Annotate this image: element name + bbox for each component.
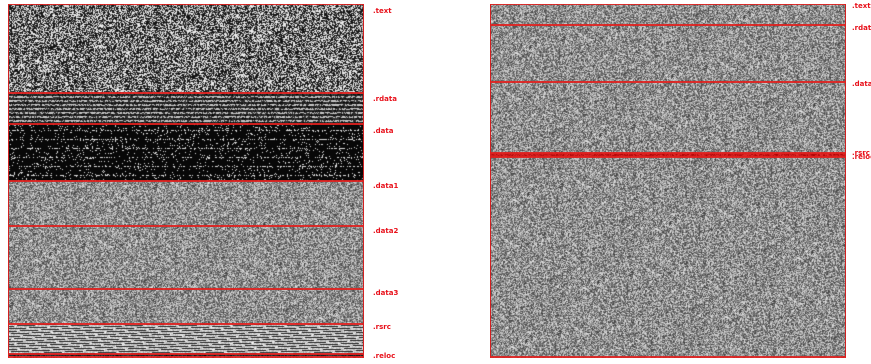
left-label-data1: .data1 (373, 182, 399, 190)
right-label-reloc: .reloc (852, 153, 871, 161)
section-boundary-line (490, 24, 846, 26)
section-boundary-line (8, 225, 364, 227)
left-label-rdata: .rdata (373, 95, 397, 103)
section-boundary-line (8, 353, 364, 355)
section-boundary-line (8, 180, 364, 182)
left-label-text: .text (373, 7, 392, 15)
section-boundary-line (490, 81, 846, 83)
section-boundary-line (490, 4, 846, 5)
left-label-reloc: .reloc (373, 352, 396, 360)
right-byte-texture (490, 4, 846, 358)
section-boundary-line (490, 356, 846, 358)
left-label-data2: .data2 (373, 227, 399, 235)
right-label-rdata: .rdata (852, 24, 871, 32)
right-label-data: .data (852, 80, 871, 88)
section-boundary-line (8, 123, 364, 125)
left-label-rsrc: .rsrc (373, 323, 391, 331)
left-label-data: .data (373, 127, 394, 135)
left-label-data3: .data3 (373, 289, 399, 297)
right-label-text: .text (852, 2, 871, 10)
section-boundary-line (8, 356, 364, 358)
left-binary-visualization (8, 4, 364, 358)
section-boundary-line (8, 4, 364, 5)
section-boundary-line (490, 152, 846, 154)
section-boundary-line (8, 92, 364, 94)
section-boundary-line (8, 288, 364, 290)
section-boundary-line (490, 156, 846, 158)
right-binary-visualization (490, 4, 846, 358)
right-label-rsrc: .rsrc (852, 149, 870, 157)
section-boundary-line (8, 323, 364, 325)
